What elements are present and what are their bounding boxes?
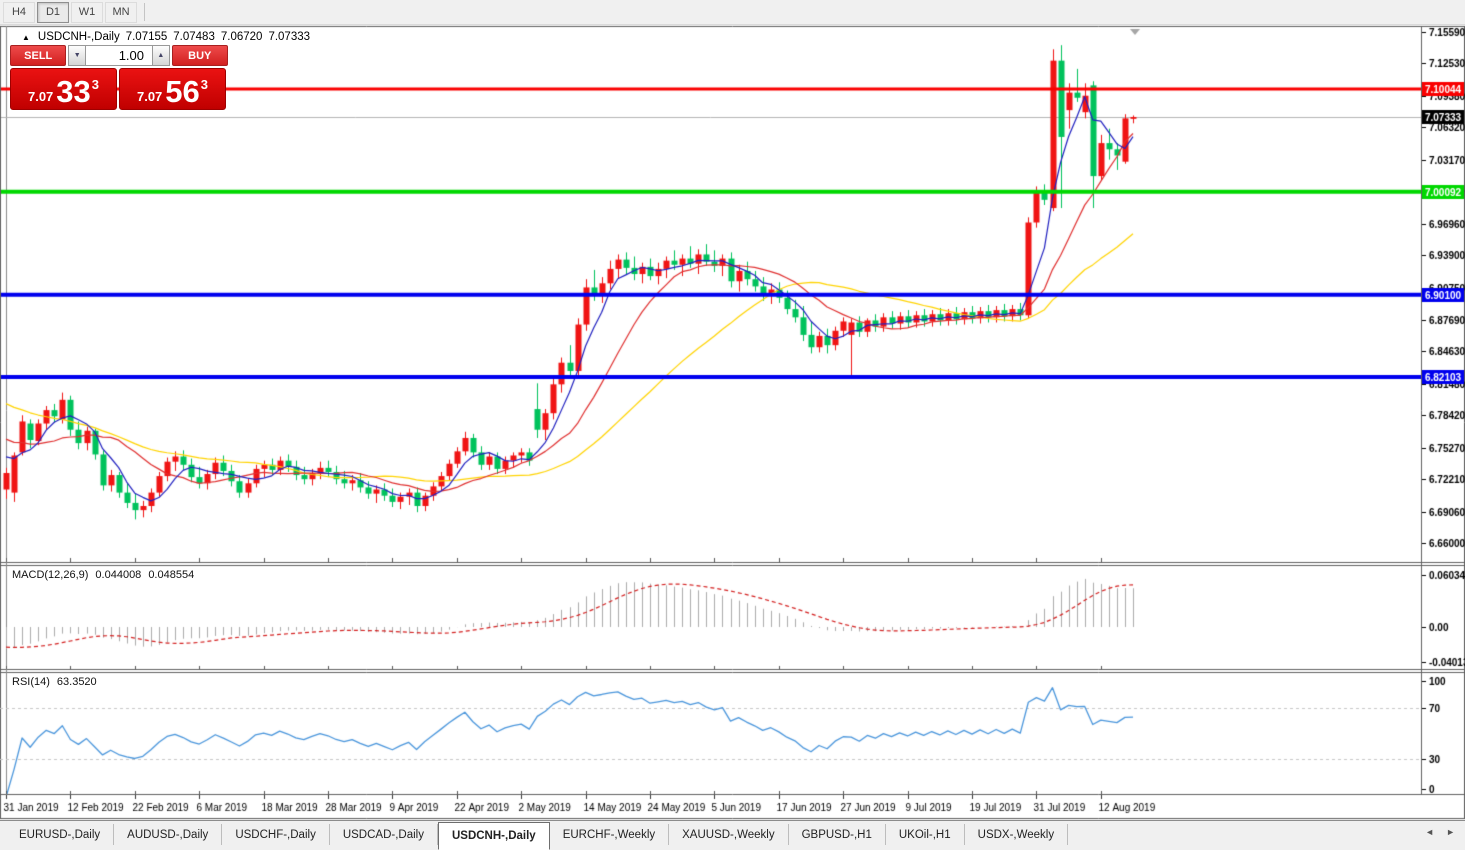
buy-price-sup: 3 [200, 77, 209, 92]
ohlc-high: 7.07483 [173, 31, 215, 43]
macd-name: MACD(12,26,9) [12, 569, 89, 581]
timeframe-h4-button[interactable]: H4 [3, 1, 35, 23]
tab-usdchf-daily[interactable]: USDCHF-,Daily [222, 824, 330, 845]
tab-eurchf-weekly[interactable]: EURCHF-,Weekly [550, 824, 670, 845]
collapse-arrow-icon[interactable]: ▲ [22, 32, 30, 42]
timeframe-d1-button[interactable]: D1 [37, 1, 69, 23]
sell-button[interactable]: SELL [10, 45, 67, 66]
tab-gbpusd-h1[interactable]: GBPUSD-,H1 [789, 824, 886, 845]
ohlc-close: 7.07333 [268, 31, 311, 43]
tab-xauusd-weekly[interactable]: XAUUSD-,Weekly [669, 824, 789, 845]
buy-button[interactable]: BUY [171, 45, 228, 66]
tab-scroll-right-icon[interactable]: ► [1446, 827, 1455, 837]
tab-scroll-nav: ◄ ► [1425, 827, 1455, 837]
tab-usdcad-daily[interactable]: USDCAD-,Daily [330, 824, 438, 845]
macd-label: MACD(12,26,9) 0.044008 0.048554 [12, 569, 194, 581]
buy-price-big: 56 [165, 74, 200, 110]
macd-signal-value: 0.048554 [148, 569, 195, 581]
rsi-label: RSI(14) 63.3520 [12, 676, 97, 688]
timeframe-toolbar: H4 D1 W1 MN [0, 0, 1465, 25]
rsi-value: 63.3520 [56, 676, 97, 688]
one-click-trading-panel: SELL ▼ ▲ BUY 7.07 33 3 7.07 56 3 [10, 45, 228, 110]
symbol-timeframe-label: USDCNH-,Daily [37, 31, 120, 43]
timeframe-mn-button[interactable]: MN [105, 1, 137, 23]
sell-price-big: 33 [56, 74, 91, 110]
ohlc-open: 7.07155 [125, 31, 168, 43]
macd-main-value: 0.044008 [95, 569, 142, 581]
toolbar-separator [144, 3, 145, 21]
sell-price-box[interactable]: 7.07 33 3 [10, 68, 117, 110]
ohlc-low: 7.06720 [220, 31, 263, 43]
timeframe-w1-button[interactable]: W1 [71, 1, 103, 23]
tab-eurusd-daily[interactable]: EURUSD-,Daily [6, 824, 115, 845]
volume-down-button[interactable]: ▼ [68, 45, 86, 66]
chart-title: ▲ USDCNH-,Daily 7.07155 7.07483 7.06720 … [22, 31, 310, 43]
volume-input[interactable] [86, 45, 152, 66]
sell-price-sup: 3 [91, 77, 100, 92]
buy-price-prefix: 7.07 [136, 89, 163, 104]
chart-tab-bar: EURUSD-,Daily AUDUSD-,Daily USDCHF-,Dail… [0, 820, 1465, 850]
rsi-name: RSI(14) [12, 676, 50, 688]
sell-price-prefix: 7.07 [27, 89, 54, 104]
volume-up-button[interactable]: ▲ [152, 45, 170, 66]
tab-ukoil-h1[interactable]: UKOil-,H1 [886, 824, 965, 845]
tab-usdx-weekly[interactable]: USDX-,Weekly [965, 824, 1069, 845]
tab-usdcnh-daily[interactable]: USDCNH-,Daily [437, 822, 550, 850]
tab-audusd-daily[interactable]: AUDUSD-,Daily [114, 824, 223, 845]
tab-scroll-left-icon[interactable]: ◄ [1425, 827, 1435, 837]
buy-price-box[interactable]: 7.07 56 3 [119, 68, 226, 110]
